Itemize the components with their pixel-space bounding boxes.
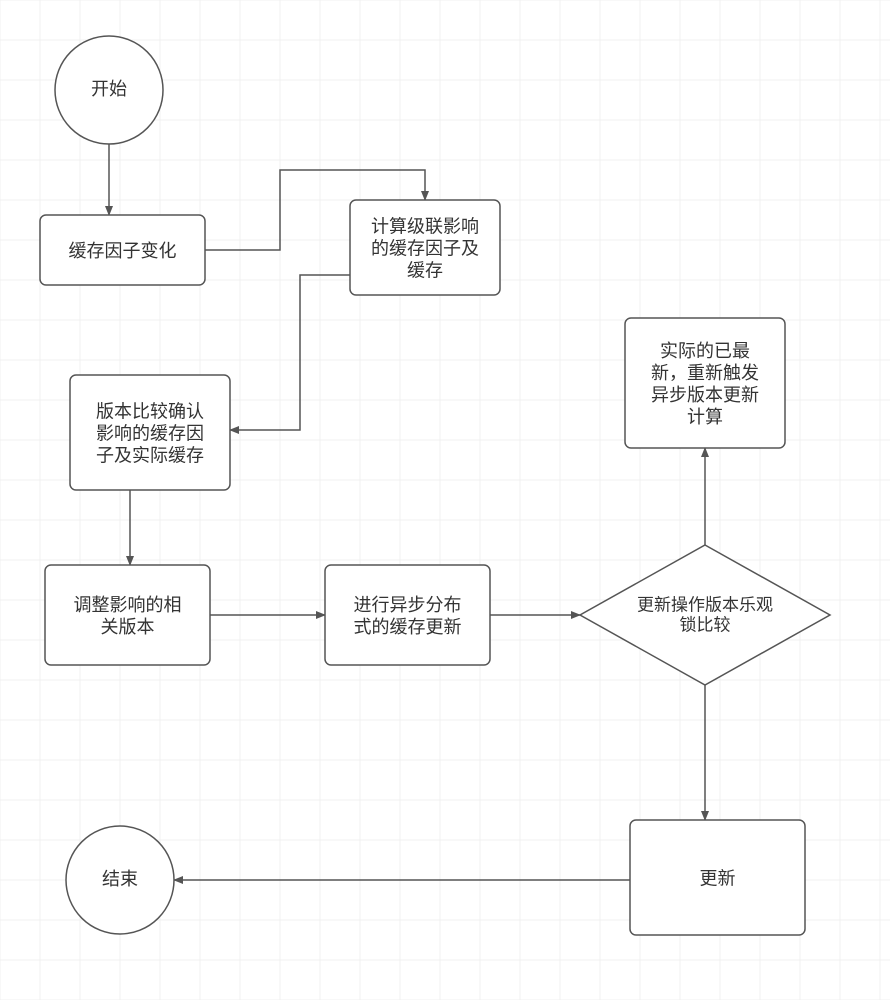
node-n8: 更新 [630,820,805,935]
node-n4-label-0: 调整影响的相 [74,595,182,615]
node-n2: 计算级联影响的缓存因子及缓存 [350,200,500,295]
node-n8-label-0: 更新 [700,868,736,888]
node-n4-label-1: 关版本 [101,617,155,637]
node-n7-label-2: 异步版本更新 [651,385,759,405]
node-n6: 更新操作版本乐观锁比较 [580,545,830,685]
node-n4: 调整影响的相关版本 [45,565,210,665]
node-end-label: 结束 [102,869,138,889]
node-n7-label-1: 新，重新触发 [651,363,759,383]
node-n1: 缓存因子变化 [40,215,205,285]
node-n2-label-0: 计算级联影响 [371,216,479,236]
node-start: 开始 [55,36,163,144]
node-n7-label-0: 实际的已最 [660,341,750,361]
node-end: 结束 [66,826,174,934]
node-n3-label-0: 版本比较确认 [96,401,204,421]
node-n5: 进行异步分布式的缓存更新 [325,565,490,665]
node-n6-label-0: 更新操作版本乐观 [637,595,773,614]
node-n6-label-1: 锁比较 [680,615,731,634]
node-n1-label-0: 缓存因子变化 [69,241,177,261]
edge-n2-n3 [230,275,350,430]
node-n2-label-1: 的缓存因子及 [371,238,479,258]
node-n5-label-1: 式的缓存更新 [354,617,462,637]
node-n7-label-3: 计算 [687,407,723,427]
node-n7: 实际的已最新，重新触发异步版本更新计算 [625,318,785,448]
node-n3-label-1: 影响的缓存因 [96,423,204,443]
node-n3: 版本比较确认影响的缓存因子及实际缓存 [70,375,230,490]
node-n2-label-2: 缓存 [407,260,443,280]
node-start-label: 开始 [91,79,127,99]
node-n3-label-2: 子及实际缓存 [96,445,204,465]
node-n5-label-0: 进行异步分布 [354,595,462,615]
